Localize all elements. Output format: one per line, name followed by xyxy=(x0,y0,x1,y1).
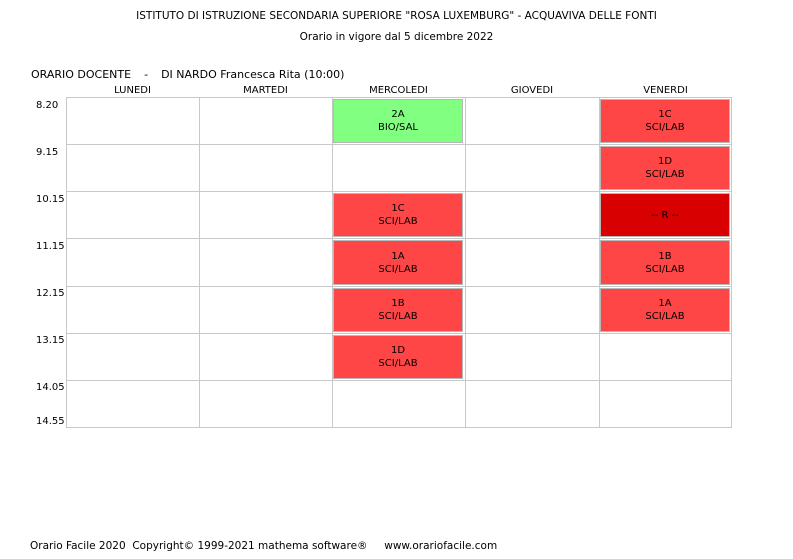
lesson-class: 1C xyxy=(391,203,405,214)
lesson-class: 1A xyxy=(658,298,672,309)
lesson-cell: 1D SCI/LAB xyxy=(600,146,730,190)
time-label: 14.05 xyxy=(36,382,65,393)
separator: - xyxy=(144,68,149,81)
lesson-class: 1B xyxy=(658,250,672,262)
grid-column-line xyxy=(66,97,67,428)
time-label: 10.15 xyxy=(36,194,65,205)
day-header-mercoledi: MERCOLEDI xyxy=(369,85,428,96)
grid-column-line xyxy=(599,97,600,428)
lesson-class: 1B xyxy=(391,298,405,309)
lesson-subject: SCI/LAB xyxy=(645,263,685,275)
teacher-hours: (10:00) xyxy=(304,68,345,81)
day-header-giovedi: GIOVEDI xyxy=(510,85,554,96)
grid-column-line xyxy=(332,97,333,428)
time-label: 9.15 xyxy=(36,147,59,158)
lesson-class: -- R -- xyxy=(651,209,679,221)
lesson-class: 2A xyxy=(391,109,405,120)
lesson-class: 1D xyxy=(657,156,673,167)
teacher-name: DI NARDO Francesca Rita xyxy=(161,68,301,81)
lesson-cell: 1B SCI/LAB xyxy=(333,288,463,332)
footer-website[interactable]: www.orariofacile.com xyxy=(384,540,498,552)
validity-date: Orario in vigore dal 5 dicembre 2022 xyxy=(299,31,494,43)
footer: Orario Facile 2020 Copyright© 1999-2021 … xyxy=(30,540,497,553)
lesson-subject: SCI/LAB xyxy=(378,311,418,322)
lesson-subject: SCI/LAB xyxy=(378,216,418,227)
lesson-class: 1D xyxy=(390,345,406,356)
lesson-class: 1C xyxy=(658,109,672,120)
school-title: ISTITUTO DI ISTRUZIONE SECONDARIA SUPERI… xyxy=(136,10,657,22)
lesson-subject: SCI/LAB xyxy=(645,311,685,322)
lesson-subject: SCI/LAB xyxy=(645,122,685,133)
reserve-cell: -- R -- xyxy=(600,193,730,237)
grid-column-line xyxy=(465,97,466,428)
grid-row-line xyxy=(66,97,732,98)
lesson-subject: SCI/LAB xyxy=(378,263,418,275)
lesson-subject: SCI/LAB xyxy=(645,169,685,180)
grid-row-line xyxy=(66,191,732,192)
timetable-grid: 2A BIO/SAL 1C SCI/LAB 1A SCI/LAB 1B SCI/LAB 1D SC… xyxy=(66,97,732,428)
day-header-martedi: MARTEDI xyxy=(243,85,288,96)
lesson-cell: 1C SCI/LAB xyxy=(600,99,730,143)
day-header-venerdi: VENERDI xyxy=(643,85,688,96)
time-label: 14.55 xyxy=(36,416,65,427)
lesson-cell: 1D SCI/LAB xyxy=(333,335,463,379)
lesson-cell: 1A SCI/LAB xyxy=(600,288,730,332)
footer-copyright: Copyright© 1999-2021 mathema software® xyxy=(132,540,368,552)
lesson-cell: 2A BIO/SAL xyxy=(333,99,463,143)
grid-row-line xyxy=(66,333,732,334)
grid-row-line xyxy=(66,380,732,381)
grid-column-line xyxy=(199,97,200,428)
time-label: 13.15 xyxy=(36,335,65,346)
lesson-cell: 1B SCI/LAB xyxy=(600,240,730,285)
lesson-class: 1A xyxy=(391,250,405,262)
grid-row-line xyxy=(66,286,732,287)
time-label: 8.20 xyxy=(36,100,59,111)
teacher-heading: ORARIO DOCENTE - DI NARDO Francesca Rita… xyxy=(31,68,344,81)
footer-product: Orario Facile 2020 xyxy=(30,540,126,552)
lesson-cell: 1C SCI/LAB xyxy=(333,193,463,237)
lesson-subject: BIO/SAL xyxy=(378,122,418,133)
schedule-type-label: ORARIO DOCENTE xyxy=(31,68,132,81)
grid-row-line xyxy=(66,238,732,239)
grid-row-line xyxy=(66,144,732,145)
day-header-lunedi: LUNEDI xyxy=(114,85,151,96)
lesson-subject: SCI/LAB xyxy=(378,358,418,369)
time-label: 11.15 xyxy=(36,241,65,252)
time-label: 12.15 xyxy=(36,288,65,299)
lesson-cell: 1A SCI/LAB xyxy=(333,240,463,285)
